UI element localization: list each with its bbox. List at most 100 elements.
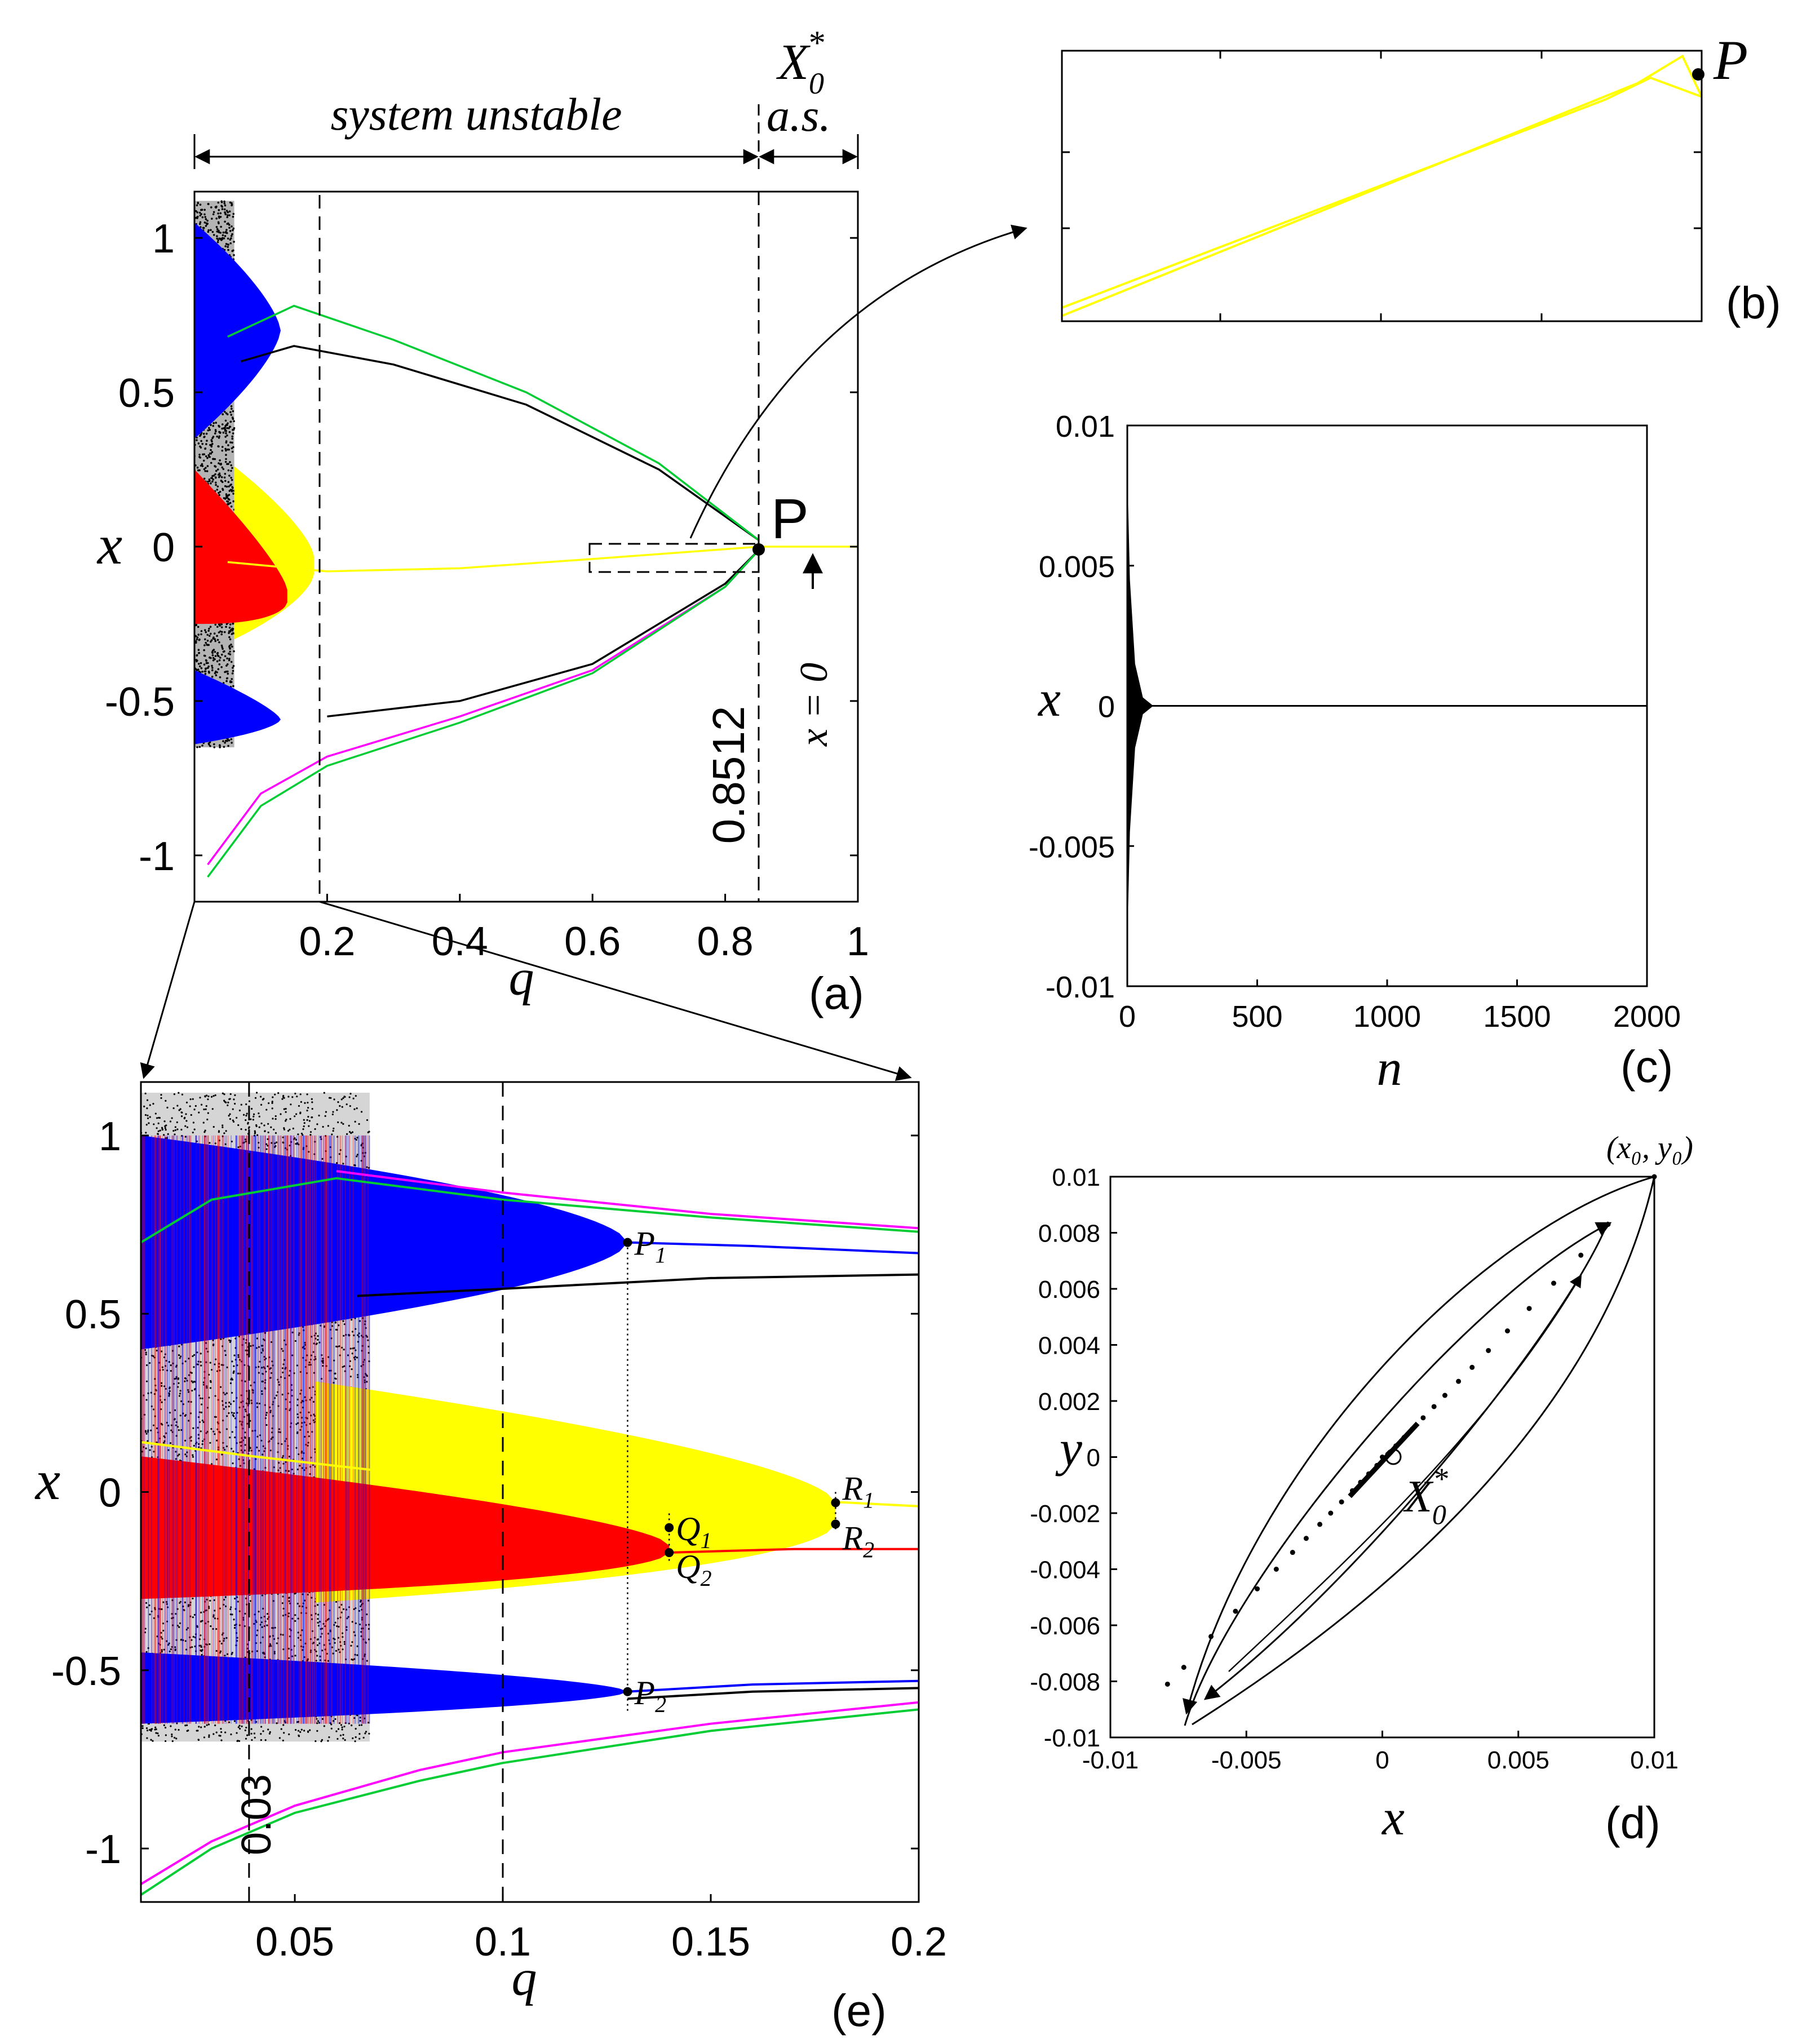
e-cloud-point xyxy=(263,1625,265,1628)
e-cloud-point xyxy=(303,1452,305,1455)
e-cloud-point xyxy=(260,1616,263,1619)
a-cloud-point xyxy=(231,742,233,744)
a-x-ticks: 0.2 0.4 0.6 0.8 1 xyxy=(299,894,869,964)
e-cloud-point xyxy=(274,1142,276,1145)
a-cloud-point xyxy=(201,671,203,673)
e-cloud-point xyxy=(364,1323,366,1325)
a-cloud-point xyxy=(215,674,218,677)
d-trajectory-point xyxy=(1273,1567,1279,1572)
e-cloud-point xyxy=(280,1376,282,1378)
a-cloud-point xyxy=(214,640,217,642)
e-cloud-point xyxy=(153,1123,155,1125)
e-cloud-point xyxy=(225,1130,227,1132)
e-cloud-point xyxy=(198,1726,200,1728)
a-cloud-point xyxy=(223,202,226,205)
e-cloud-point xyxy=(279,1431,281,1434)
a-cloud-point xyxy=(216,639,219,641)
a-to-e-arrow-left xyxy=(140,901,196,1079)
e-cloud-point xyxy=(211,1108,214,1110)
a-cloud-point xyxy=(232,429,234,431)
e-cloud-point xyxy=(329,1146,331,1149)
e-cloud-point xyxy=(312,1386,314,1388)
e-cloud-point xyxy=(331,1133,333,1136)
a-cloud-point xyxy=(232,493,234,495)
e-cloud-point xyxy=(342,1097,344,1099)
e-cloud-point xyxy=(143,1413,146,1416)
e-cloud-point xyxy=(311,1108,313,1110)
e-cloud-point xyxy=(197,1360,200,1363)
e-cloud-point xyxy=(341,1632,344,1634)
e-cloud-point xyxy=(367,1638,370,1640)
e-cloud-point xyxy=(220,1739,223,1741)
a-series-upper-green xyxy=(227,304,760,542)
a-cloud-point xyxy=(197,633,200,636)
e-cloud-point xyxy=(249,1600,252,1602)
a-cloud-point xyxy=(216,660,219,663)
a-cloud-point xyxy=(223,200,225,203)
a-cloud-point xyxy=(199,203,202,206)
e-cloud-point xyxy=(185,1113,187,1115)
e-cloud-point xyxy=(208,1734,210,1736)
e-cloud-point xyxy=(323,1326,326,1328)
e-cloud-point xyxy=(281,1394,284,1396)
a-cloud-point xyxy=(212,213,215,216)
a-cloud-point xyxy=(209,480,211,482)
e-cloud-point xyxy=(232,1119,234,1121)
a-cloud-point xyxy=(225,229,228,231)
e-cloud-point xyxy=(361,1608,363,1611)
e-cloud-point xyxy=(273,1128,275,1130)
e-cloud-point xyxy=(255,1721,258,1723)
a-cloud-point xyxy=(198,453,201,456)
e-cloud-point xyxy=(224,1448,226,1451)
e-cloud-point xyxy=(185,1120,188,1122)
e-cloud-point xyxy=(242,1619,245,1621)
a-cloud-point xyxy=(203,209,206,211)
e-cloud-point xyxy=(145,1124,148,1126)
e-cloud-point xyxy=(236,1637,238,1639)
d-xtick-label: 0.01 xyxy=(1630,1746,1679,1774)
e-cloud-point xyxy=(219,1386,222,1388)
a-cloud-point xyxy=(210,453,212,455)
e-cloud-point xyxy=(267,1618,269,1620)
e-cloud-point xyxy=(351,1353,353,1355)
e-cloud-point xyxy=(225,1428,228,1430)
e-cloud-point xyxy=(148,1604,150,1607)
e-cloud-point xyxy=(259,1360,261,1363)
a-cloud-point xyxy=(214,481,217,484)
e-cloud-point xyxy=(311,1101,313,1103)
a-cloud-point xyxy=(228,214,231,216)
a-cloud-point xyxy=(226,216,229,219)
e-cloud-point xyxy=(256,1134,259,1136)
e-cloud-point xyxy=(152,1355,154,1357)
e-cloud-point xyxy=(236,1116,238,1119)
d-trajectory-point xyxy=(1420,1415,1426,1421)
e-cloud-point xyxy=(289,1128,291,1131)
e-cloud-point xyxy=(285,1408,287,1410)
e-cloud-point xyxy=(198,1644,201,1647)
e-cloud-point xyxy=(181,1093,184,1096)
e-cloud-point xyxy=(361,1628,363,1630)
a-xtick-label: 1 xyxy=(847,919,869,964)
d-ytick-label: 0.01 xyxy=(1052,1164,1100,1191)
a-cloud-point xyxy=(200,213,202,215)
a-band xyxy=(194,469,287,624)
a-cloud-point xyxy=(227,653,230,655)
e-cloud-point xyxy=(341,1726,343,1728)
a-cloud-point xyxy=(212,424,214,427)
e-cloud-point xyxy=(207,1621,210,1623)
a-cloud-point xyxy=(228,431,231,433)
a-cloud-point xyxy=(225,449,227,452)
a-cloud-point xyxy=(222,648,224,650)
e-cloud-point xyxy=(185,1629,188,1631)
e-cloud-point xyxy=(226,1366,228,1368)
b-panel-label: (b) xyxy=(1726,278,1781,328)
a-cloud-point xyxy=(231,633,233,635)
c-x-axis-label: n xyxy=(1377,1040,1402,1096)
e-cloud-point xyxy=(239,1441,241,1443)
d-trajectory-point xyxy=(1486,1347,1491,1353)
e-cloud-point xyxy=(289,1401,291,1403)
a-cloud-point xyxy=(232,446,234,449)
e-cloud-point xyxy=(164,1125,166,1127)
a-cloud-point xyxy=(228,485,230,488)
d-trajectory-point xyxy=(1605,1222,1611,1227)
